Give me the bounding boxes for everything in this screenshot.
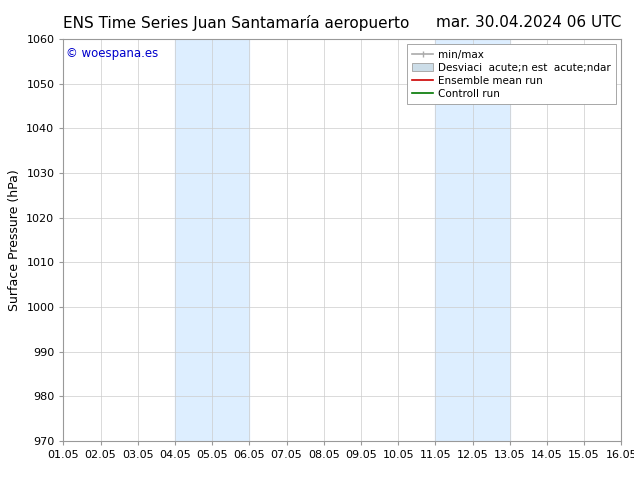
Bar (175, 39, 249, 441)
Y-axis label: Surface Pressure (hPa): Surface Pressure (hPa) (8, 169, 21, 311)
Text: © woespana.es: © woespana.es (66, 47, 158, 60)
Text: ENS Time Series Juan Santamaría aeropuerto: ENS Time Series Juan Santamaría aeropuer… (63, 15, 410, 31)
Legend: min/max, Desviaci  acute;n est  acute;ndar, Ensemble mean run, Controll run: min/max, Desviaci acute;n est acute;ndar… (407, 45, 616, 104)
Bar (436, 39, 510, 441)
Text: mar. 30.04.2024 06 UTC: mar. 30.04.2024 06 UTC (436, 15, 621, 30)
